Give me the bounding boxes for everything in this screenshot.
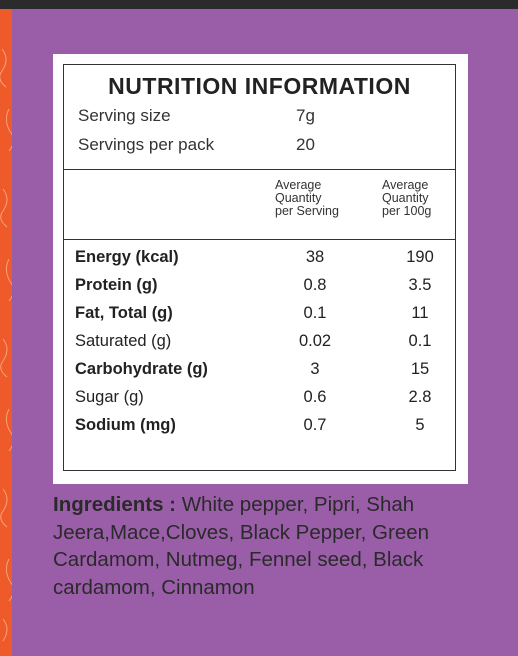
ingredients-list: White pepper, Pipri, Shah Jeera,Mace,Clo… [53,493,430,599]
row-per-serving: 0.8 [303,276,327,294]
table-row: Sodium (mg) 0.7 5 [75,416,455,440]
row-per-100g: 11 [411,304,429,322]
paisley-pattern-icon [0,48,12,642]
col2-header-line: Quantity [382,191,429,205]
nutrition-title: NUTRITION INFORMATION [108,73,411,99]
serving-size-label: Serving size [78,106,171,125]
row-per-serving: 3 [310,360,320,378]
table-row: Fat, Total (g) 0.1 11 [75,304,455,328]
servings-per-pack-label: Servings per pack [78,135,215,154]
row-label: Sodium (mg) [75,416,176,434]
ingredients-text: Ingredients : White pepper, Pipri, Shah … [53,491,483,601]
row-per-serving: 0.02 [298,332,332,350]
row-label: Saturated (g) [75,332,172,350]
col1-header-line: per Serving [275,204,339,218]
col1-header-line: Average [275,178,322,192]
row-label: Energy (kcal) [75,248,179,266]
servings-per-pack-value: 20 [296,135,315,154]
row-per-serving: 0.7 [303,416,327,434]
ingredients-label: Ingredients : [53,493,177,516]
row-per-100g: 3.5 [408,276,432,294]
divider-top [64,169,455,170]
decorative-left-border [0,9,12,656]
row-label: Carbohydrate (g) [75,360,208,378]
top-dark-strip [0,0,518,9]
row-per-100g: 2.8 [408,388,432,406]
nutrition-panel: NUTRITION INFORMATION Serving size 7g Se… [53,54,468,484]
row-per-serving: 38 [305,248,325,266]
serving-size-value: 7g [296,106,315,125]
row-label: Sugar (g) [75,388,144,406]
row-per-serving: 0.1 [303,304,327,322]
divider-middle [64,239,455,240]
row-per-100g: 5 [415,416,425,434]
column-header-per-100g: Average Quantity per 100g [382,179,431,218]
row-label: Fat, Total (g) [75,304,173,322]
col2-header-line: Average [382,178,429,192]
row-per-100g: 0.1 [408,332,432,350]
table-row: Energy (kcal) 38 190 [75,248,455,272]
nutrition-table-frame: NUTRITION INFORMATION Serving size 7g Se… [63,64,456,471]
table-row: Protein (g) 0.8 3.5 [75,276,455,300]
table-row: Sugar (g) 0.6 2.8 [75,388,455,412]
col2-header-line: per 100g [382,204,432,218]
row-label: Protein (g) [75,276,158,294]
col1-header-line: Quantity [275,191,322,205]
column-header-per-serving: Average Quantity per Serving [275,179,339,218]
row-per-100g: 15 [410,360,430,378]
row-per-serving: 0.6 [303,388,327,406]
table-row: Saturated (g) 0.02 0.1 [75,332,455,356]
table-row: Carbohydrate (g) 3 15 [75,360,455,384]
row-per-100g: 190 [406,248,434,266]
